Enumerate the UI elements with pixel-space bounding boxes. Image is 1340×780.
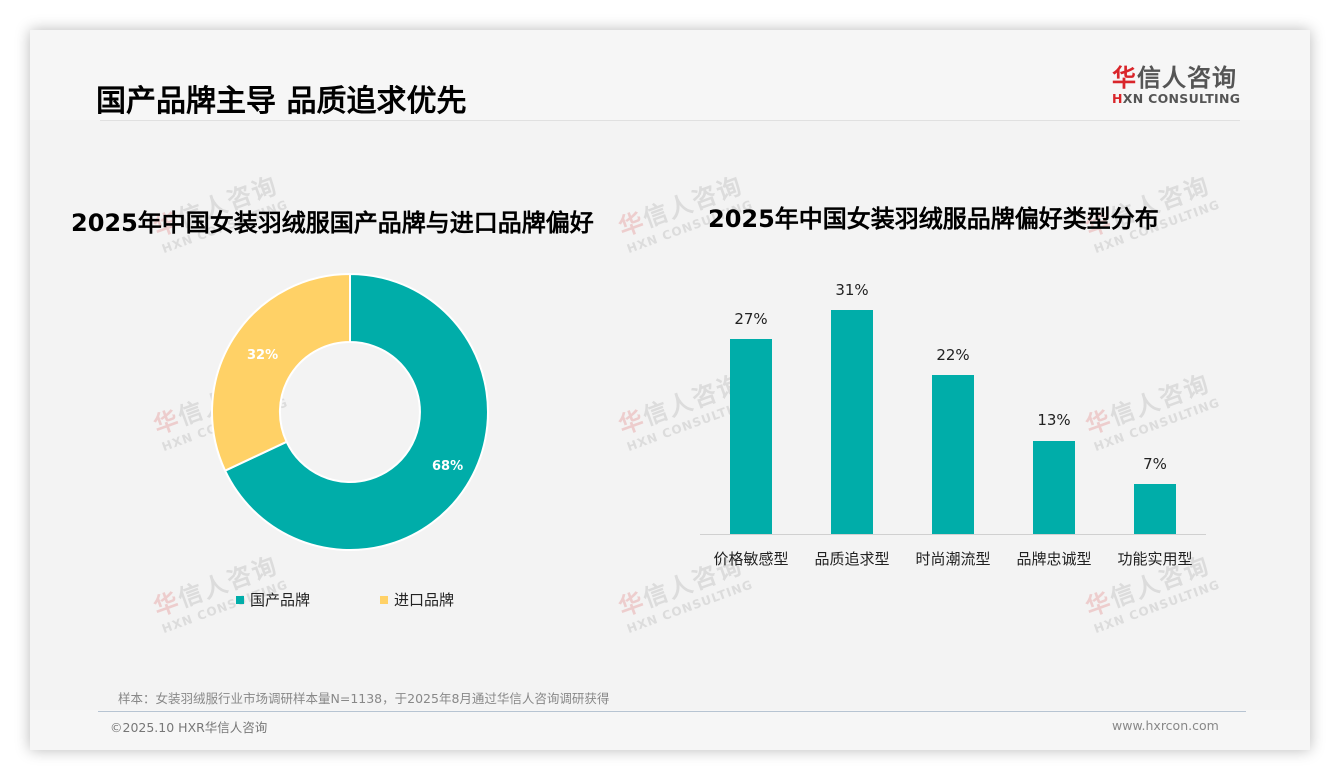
- donut-legend-item-domestic: 国产品牌: [236, 589, 310, 610]
- bar-category-label: 品质追求型: [814, 550, 890, 568]
- bar-functional-practical: [1134, 484, 1176, 534]
- bar-category-label: 品牌忠诚型: [1016, 550, 1092, 568]
- legend-label: 进口品牌: [394, 591, 455, 609]
- bar-quality-seeking: [831, 310, 873, 534]
- bar-category-label: 价格敏感型: [713, 550, 789, 568]
- copyright-text: ©2025.10 HXR华信人咨询: [110, 720, 268, 735]
- bar-value: 7%: [1143, 455, 1167, 473]
- bar-category-label: 功能实用型: [1117, 550, 1193, 568]
- company-logo: 华信人咨询 HXN CONSULTING: [1112, 64, 1252, 106]
- donut-legend-item-import: 进口品牌: [380, 589, 454, 610]
- bar-fashion-trend: [932, 375, 974, 534]
- legend-label: 国产品牌: [250, 591, 311, 609]
- header-band: [30, 30, 1310, 120]
- donut-svg: [211, 272, 489, 551]
- footer-divider: [98, 711, 1246, 712]
- donut-label-import: 32%: [247, 348, 279, 363]
- bar-category-label: 时尚潮流型: [915, 550, 991, 568]
- logo-english: HXN CONSULTING: [1112, 91, 1241, 106]
- title-divider: [100, 120, 1240, 121]
- x-axis-line: [700, 534, 1206, 535]
- donut-chart: 32% 68%: [210, 272, 490, 552]
- bar-brand-loyal: [1033, 441, 1075, 534]
- slide: 华信人咨询 HXN CONSULTING 华信人咨询 HXN CONSULTIN…: [30, 30, 1310, 750]
- sample-note: 样本：女装羽绒服行业市场调研样本量N=1138，于2025年8月通过华信人咨询调…: [118, 691, 610, 706]
- donut-segment-import: [211, 272, 351, 473]
- donut-label-domestic: 68%: [432, 459, 464, 474]
- page-title: 国产品牌主导 品质追求优先: [96, 84, 467, 119]
- bar-value: 31%: [835, 281, 869, 299]
- bar-chart-title: 2025年中国女装羽绒服品牌偏好类型分布: [708, 205, 1159, 233]
- bar-chart: 27% 价格敏感型 31% 品质追求型 22% 时尚潮流型 13% 品牌忠诚型 …: [700, 280, 1206, 580]
- legend-swatch-teal: [236, 595, 244, 604]
- footer-band: [30, 710, 1310, 750]
- donut-segment-domestic: [223, 272, 489, 551]
- bar-value: 13%: [1037, 411, 1071, 429]
- bar-value: 27%: [734, 310, 768, 328]
- logo-chinese: 华信人咨询: [1112, 64, 1237, 92]
- legend-swatch-yellow: [380, 595, 388, 604]
- bar-price-sensitive: [730, 339, 772, 534]
- bar-value: 22%: [936, 346, 970, 364]
- donut-chart-title: 2025年中国女装羽绒服国产品牌与进口品牌偏好: [71, 209, 594, 237]
- website-link[interactable]: www.hxrcon.com: [1112, 718, 1219, 733]
